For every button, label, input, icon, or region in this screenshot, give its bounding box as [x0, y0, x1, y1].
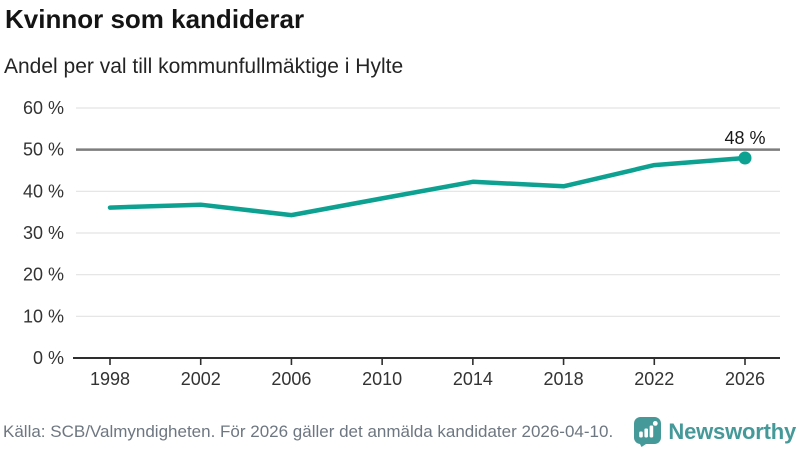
x-tick-label: 2018: [544, 369, 584, 389]
x-tick-label: 2010: [362, 369, 402, 389]
newsworthy-icon: [634, 417, 662, 447]
data-point-end: [738, 151, 752, 165]
y-tick-label: 20 %: [23, 265, 64, 285]
newsworthy-logo: Newsworthy: [633, 416, 796, 447]
y-tick-label: 50 %: [23, 140, 64, 160]
x-tick-label: 2014: [453, 369, 493, 389]
x-tick-label: 2006: [271, 369, 311, 389]
chart-footer: Källa: SCB/Valmyndigheten. För 2026 gäll…: [0, 413, 800, 450]
page-title: Kvinnor som kandiderar: [5, 4, 305, 34]
chart-subtitle: Andel per val till kommunfullmäktige i H…: [4, 55, 404, 78]
data-point-label: 48 %: [724, 128, 765, 148]
line-chart: 0 % 10 % 20 % 30 % 40 % 50 % 60 % 1998 2002 2006 2…: [23, 98, 780, 389]
source-text: Källa: SCB/Valmyndigheten. För 2026 gäll…: [3, 421, 614, 441]
y-tick-label: 30 %: [23, 223, 64, 243]
y-tick-label: 0 %: [33, 348, 64, 368]
y-tick-label: 40 %: [23, 181, 64, 201]
y-tick-label: 60 %: [23, 98, 64, 118]
x-tick-label: 2022: [634, 369, 674, 389]
data-line: [107, 155, 748, 218]
x-tick-label: 1998: [90, 369, 130, 389]
y-tick-label: 10 %: [23, 306, 64, 326]
x-tick-label: 2026: [725, 369, 765, 389]
x-tick-label: 2002: [181, 369, 221, 389]
line-chart-svg: 0 % 10 % 20 % 30 % 40 % 50 % 60 % 1998 2002 2006 2…: [23, 98, 780, 389]
brand-wordmark: Newsworthy: [668, 418, 796, 444]
